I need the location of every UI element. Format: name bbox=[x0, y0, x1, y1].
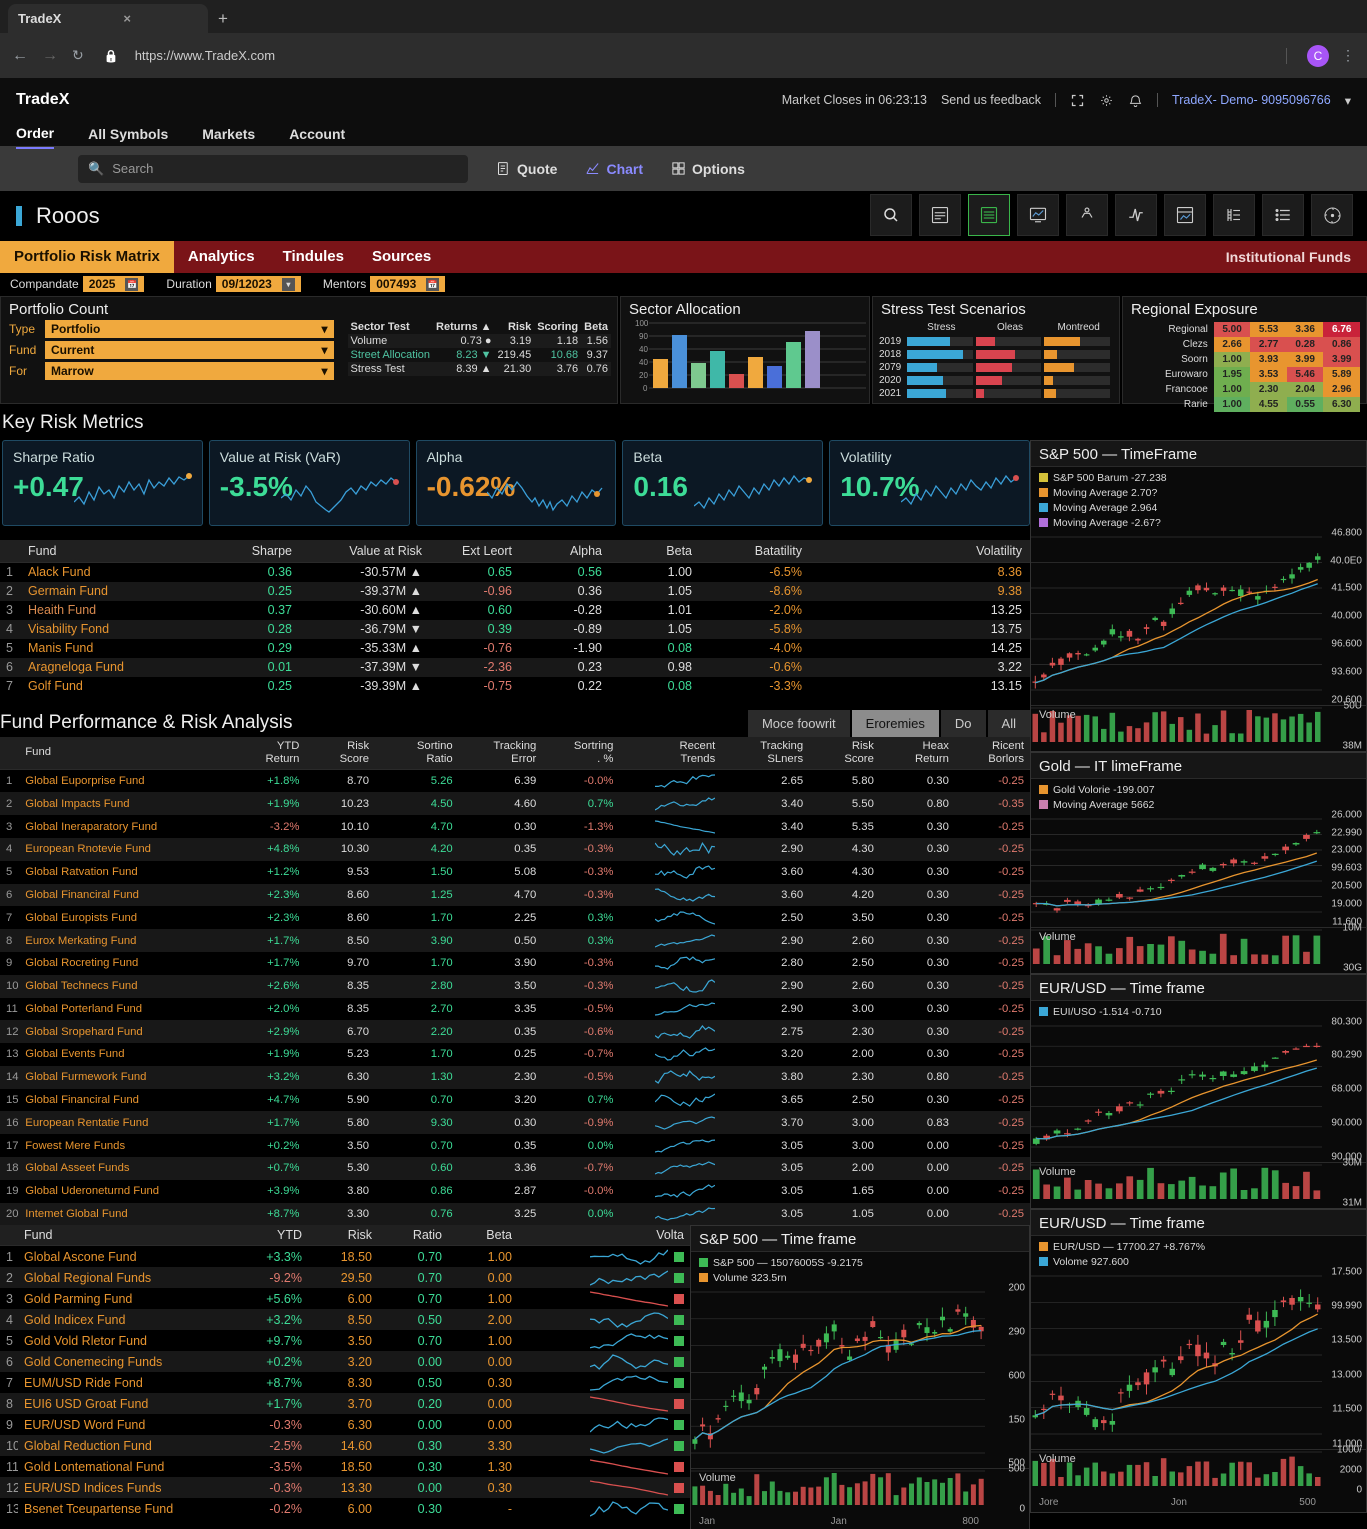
svg-text:0: 0 bbox=[643, 384, 648, 393]
svg-text:40: 40 bbox=[639, 358, 648, 367]
svg-text:40: 40 bbox=[639, 345, 648, 354]
svg-text:20: 20 bbox=[639, 371, 648, 380]
svg-text:90: 90 bbox=[639, 332, 648, 341]
svg-text:100: 100 bbox=[635, 320, 649, 328]
